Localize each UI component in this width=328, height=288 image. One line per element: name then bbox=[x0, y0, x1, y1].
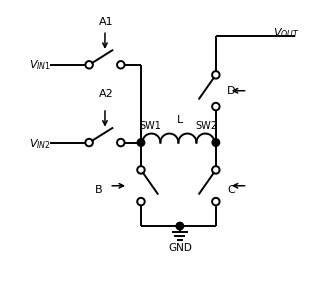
Text: A1: A1 bbox=[99, 17, 114, 27]
Circle shape bbox=[137, 139, 145, 146]
Text: $V_{OUT}$: $V_{OUT}$ bbox=[273, 26, 299, 40]
Circle shape bbox=[212, 139, 219, 146]
Text: SW1: SW1 bbox=[139, 121, 161, 131]
Circle shape bbox=[176, 222, 184, 230]
Text: GND: GND bbox=[168, 243, 192, 253]
Text: $V_{IN2}$: $V_{IN2}$ bbox=[29, 137, 51, 151]
Text: A2: A2 bbox=[99, 89, 114, 99]
Text: $V_{IN1}$: $V_{IN1}$ bbox=[29, 58, 51, 72]
Text: C: C bbox=[227, 185, 235, 195]
Text: L: L bbox=[177, 115, 183, 125]
Text: B: B bbox=[94, 185, 102, 195]
Text: D: D bbox=[227, 86, 236, 96]
Text: SW2: SW2 bbox=[195, 121, 217, 131]
